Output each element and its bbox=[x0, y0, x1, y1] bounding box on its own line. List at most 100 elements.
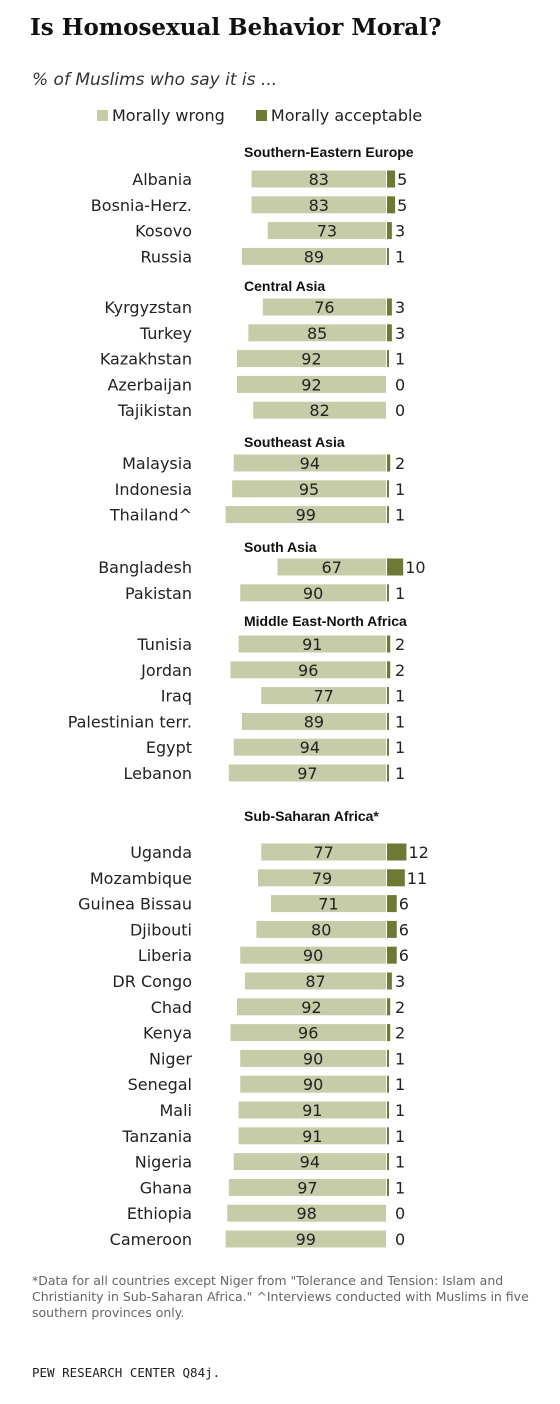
value-label-acceptable: 2 bbox=[395, 661, 405, 680]
value-label-acceptable: 1 bbox=[395, 1153, 405, 1172]
value-label-wrong: 90 bbox=[303, 584, 323, 603]
bar-acceptable bbox=[387, 946, 397, 964]
value-label-wrong: 77 bbox=[313, 843, 333, 862]
bar-wrong bbox=[240, 584, 386, 602]
bar-wrong bbox=[241, 712, 386, 730]
bar-wrong bbox=[277, 558, 386, 576]
value-label-wrong: 87 bbox=[305, 972, 325, 991]
value-label-acceptable: 6 bbox=[399, 920, 409, 939]
value-label-acceptable: 2 bbox=[395, 635, 405, 654]
value-label-acceptable: 10 bbox=[405, 558, 425, 577]
value-label-acceptable: 1 bbox=[395, 764, 405, 783]
value-label-acceptable: 12 bbox=[408, 843, 428, 862]
country-label: Azerbaijan bbox=[107, 375, 192, 394]
bar-acceptable bbox=[387, 843, 407, 861]
country-label: Ghana bbox=[140, 1178, 192, 1197]
country-label: Tanzania bbox=[121, 1127, 192, 1146]
group-header: South Asia bbox=[244, 539, 317, 555]
value-label-wrong: 94 bbox=[300, 738, 320, 757]
country-label: Kyrgyzstan bbox=[104, 298, 192, 317]
value-label-acceptable: 1 bbox=[395, 584, 405, 603]
bar-wrong bbox=[261, 687, 386, 705]
country-label: DR Congo bbox=[112, 972, 192, 991]
value-label-acceptable: 2 bbox=[395, 998, 405, 1017]
bar-wrong bbox=[253, 401, 386, 419]
value-label-wrong: 85 bbox=[307, 324, 327, 343]
bar-acceptable bbox=[387, 1127, 389, 1145]
bar-acceptable bbox=[387, 1153, 389, 1171]
bar-wrong bbox=[228, 764, 386, 782]
bar-wrong bbox=[233, 454, 386, 472]
value-label-wrong: 98 bbox=[296, 1204, 316, 1223]
country-label: Bangladesh bbox=[98, 558, 192, 577]
bar-wrong bbox=[267, 222, 386, 240]
bar-acceptable bbox=[387, 480, 389, 498]
value-label-wrong: 83 bbox=[309, 196, 329, 215]
bar-wrong bbox=[248, 324, 386, 342]
country-label: Lebanon bbox=[123, 764, 192, 783]
country-label: Albania bbox=[132, 170, 192, 189]
country-label: Tunisia bbox=[136, 635, 192, 654]
chart-subtitle: % of Muslims who say it is ... bbox=[32, 70, 278, 90]
bar-acceptable bbox=[387, 687, 389, 705]
bar-wrong bbox=[233, 1153, 386, 1171]
bar-acceptable bbox=[387, 247, 389, 265]
country-label: Chad bbox=[151, 998, 192, 1017]
bar-wrong bbox=[241, 247, 386, 265]
value-label-acceptable: 2 bbox=[395, 1024, 405, 1043]
bar-wrong bbox=[225, 1230, 386, 1248]
legend-label-wrong: Morally wrong bbox=[112, 106, 225, 125]
country-label: Guinea Bissau bbox=[78, 895, 192, 914]
group-header: Sub-Saharan Africa* bbox=[244, 808, 379, 824]
bar-wrong bbox=[230, 1024, 386, 1042]
value-label-wrong: 89 bbox=[304, 247, 324, 266]
value-label-acceptable: 6 bbox=[399, 946, 409, 965]
value-label-acceptable: 3 bbox=[395, 222, 405, 241]
bar-wrong bbox=[258, 869, 386, 887]
bar-acceptable bbox=[387, 350, 389, 368]
country-label: Uganda bbox=[130, 843, 192, 862]
value-label-wrong: 91 bbox=[302, 1101, 322, 1120]
legend-label-acceptable: Morally acceptable bbox=[270, 106, 423, 125]
bar-wrong bbox=[261, 843, 386, 861]
value-label-acceptable: 1 bbox=[395, 350, 405, 369]
bar-wrong bbox=[232, 480, 386, 498]
value-label-acceptable: 1 bbox=[395, 687, 405, 706]
value-label-wrong: 89 bbox=[304, 712, 324, 731]
footnote: *Data for all countries except Niger fro… bbox=[32, 1273, 529, 1320]
value-label-wrong: 95 bbox=[299, 480, 319, 499]
bar-acceptable bbox=[387, 1049, 389, 1067]
bar-wrong bbox=[256, 920, 386, 938]
bar-acceptable bbox=[387, 764, 389, 782]
bar-acceptable bbox=[387, 170, 396, 188]
source-note: PEW RESEARCH CENTER Q84j. bbox=[32, 1365, 221, 1380]
bar-acceptable bbox=[387, 196, 396, 214]
value-label-wrong: 90 bbox=[303, 1075, 323, 1094]
bar-acceptable bbox=[387, 712, 389, 730]
value-label-acceptable: 1 bbox=[395, 1101, 405, 1120]
country-label: Iraq bbox=[161, 687, 192, 706]
country-label: Tajikistan bbox=[117, 401, 192, 420]
bar-acceptable bbox=[387, 635, 391, 653]
group-header: Central Asia bbox=[244, 278, 325, 294]
chart-title: Is Homosexual Behavior Moral? bbox=[30, 14, 442, 41]
value-label-wrong: 91 bbox=[302, 635, 322, 654]
bar-wrong bbox=[236, 998, 386, 1016]
legend-swatch-acceptable bbox=[255, 110, 267, 121]
value-label-wrong: 90 bbox=[303, 946, 323, 965]
bar-wrong bbox=[228, 1178, 386, 1196]
value-label-acceptable: 1 bbox=[395, 738, 405, 757]
bar-wrong bbox=[227, 1204, 386, 1222]
value-label-wrong: 91 bbox=[302, 1127, 322, 1146]
value-label-wrong: 80 bbox=[311, 920, 331, 939]
legend: Morally wrong Morally acceptable bbox=[97, 106, 448, 125]
value-label-acceptable: 1 bbox=[395, 1075, 405, 1094]
country-label: Liberia bbox=[138, 946, 192, 965]
country-label: Djibouti bbox=[130, 920, 192, 939]
value-label-wrong: 92 bbox=[301, 350, 321, 369]
value-label-acceptable: 11 bbox=[407, 869, 427, 888]
value-label-wrong: 97 bbox=[297, 764, 317, 783]
value-label-wrong: 76 bbox=[314, 298, 334, 317]
bar-wrong bbox=[233, 738, 386, 756]
value-label-wrong: 67 bbox=[322, 558, 342, 577]
